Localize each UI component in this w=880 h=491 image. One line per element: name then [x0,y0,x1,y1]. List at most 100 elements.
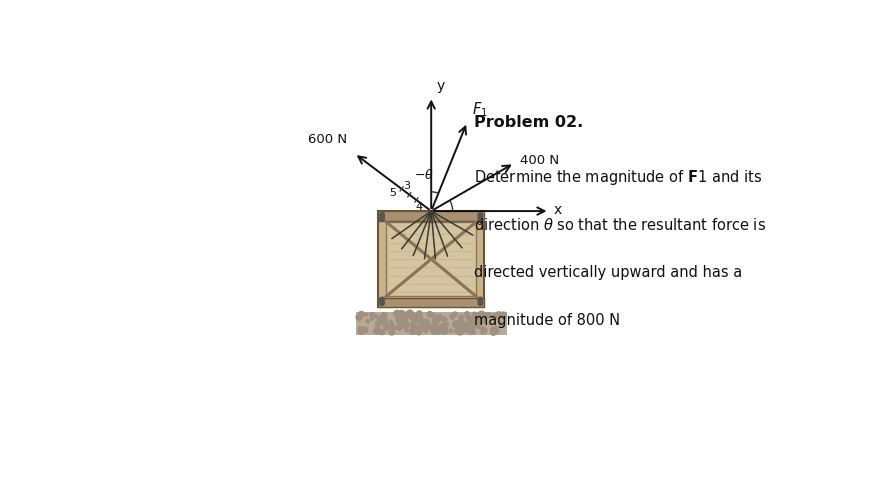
Circle shape [379,301,385,305]
Circle shape [465,312,469,316]
Circle shape [398,310,405,318]
Circle shape [478,301,483,305]
Circle shape [431,313,436,319]
Text: direction $\theta$ so that the resultant force is: direction $\theta$ so that the resultant… [474,217,766,233]
Circle shape [492,314,497,320]
Circle shape [477,313,480,317]
Circle shape [359,311,364,317]
Text: y: y [436,79,444,93]
Circle shape [466,315,469,318]
Circle shape [422,326,427,330]
Text: 400 N: 400 N [519,154,559,166]
Text: 3: 3 [403,181,410,191]
Circle shape [427,312,433,317]
Circle shape [434,318,438,323]
Circle shape [455,328,460,333]
Circle shape [436,328,442,334]
Text: x: x [554,203,562,217]
Text: 4: 4 [415,202,422,212]
Circle shape [378,317,383,322]
Circle shape [450,314,455,319]
Circle shape [413,318,416,322]
Circle shape [473,323,478,327]
Circle shape [440,328,443,332]
Circle shape [453,321,458,327]
Text: Determine the magnitude of $\mathbf{F}$1 and its: Determine the magnitude of $\mathbf{F}$1… [474,168,763,188]
Circle shape [423,319,429,326]
FancyBboxPatch shape [378,211,484,307]
Circle shape [473,312,476,316]
Circle shape [410,322,414,326]
Circle shape [416,330,422,334]
Circle shape [389,329,394,335]
Circle shape [402,312,407,316]
Circle shape [476,317,482,324]
Circle shape [356,314,362,320]
Circle shape [467,318,473,323]
Circle shape [396,317,402,323]
Circle shape [381,318,388,325]
Circle shape [431,327,438,334]
Circle shape [456,328,459,332]
Circle shape [409,328,416,334]
Circle shape [364,328,368,331]
Circle shape [443,317,447,322]
Circle shape [414,325,419,329]
Circle shape [453,312,457,316]
Circle shape [461,322,465,326]
Circle shape [458,320,461,323]
Circle shape [470,329,475,334]
Circle shape [411,324,417,330]
Circle shape [403,323,409,328]
Text: $F_1$: $F_1$ [473,100,488,119]
Circle shape [478,216,483,221]
Circle shape [491,330,496,335]
Circle shape [473,316,479,322]
Circle shape [409,313,415,320]
Circle shape [491,327,499,334]
Circle shape [478,315,481,319]
Circle shape [384,324,390,330]
Circle shape [423,327,429,332]
Circle shape [444,323,449,327]
Circle shape [393,310,400,317]
Circle shape [449,329,452,332]
Circle shape [416,311,422,317]
FancyBboxPatch shape [386,222,476,297]
Circle shape [442,328,447,334]
Circle shape [467,327,474,334]
Circle shape [409,329,413,333]
Circle shape [440,326,448,333]
Circle shape [417,317,424,324]
Circle shape [425,326,429,330]
Circle shape [460,322,466,327]
Circle shape [396,324,402,330]
FancyBboxPatch shape [378,211,484,220]
Circle shape [436,314,443,321]
Text: 5: 5 [390,188,397,198]
Circle shape [358,328,364,334]
Circle shape [479,317,486,324]
Circle shape [421,322,428,329]
Circle shape [420,327,424,331]
Circle shape [366,320,370,323]
Circle shape [468,321,475,328]
Circle shape [491,327,495,332]
Circle shape [432,318,439,325]
Circle shape [472,318,479,325]
Circle shape [457,324,464,330]
Circle shape [438,326,441,328]
Circle shape [429,324,437,331]
Circle shape [380,319,385,325]
Text: A: A [417,220,426,234]
Circle shape [390,324,394,328]
Circle shape [500,312,507,319]
Text: 30°: 30° [462,220,483,233]
Circle shape [457,327,464,335]
Circle shape [373,327,381,334]
Circle shape [481,327,484,330]
Circle shape [473,321,478,326]
Circle shape [401,315,407,321]
Circle shape [442,319,445,322]
Circle shape [385,324,391,330]
